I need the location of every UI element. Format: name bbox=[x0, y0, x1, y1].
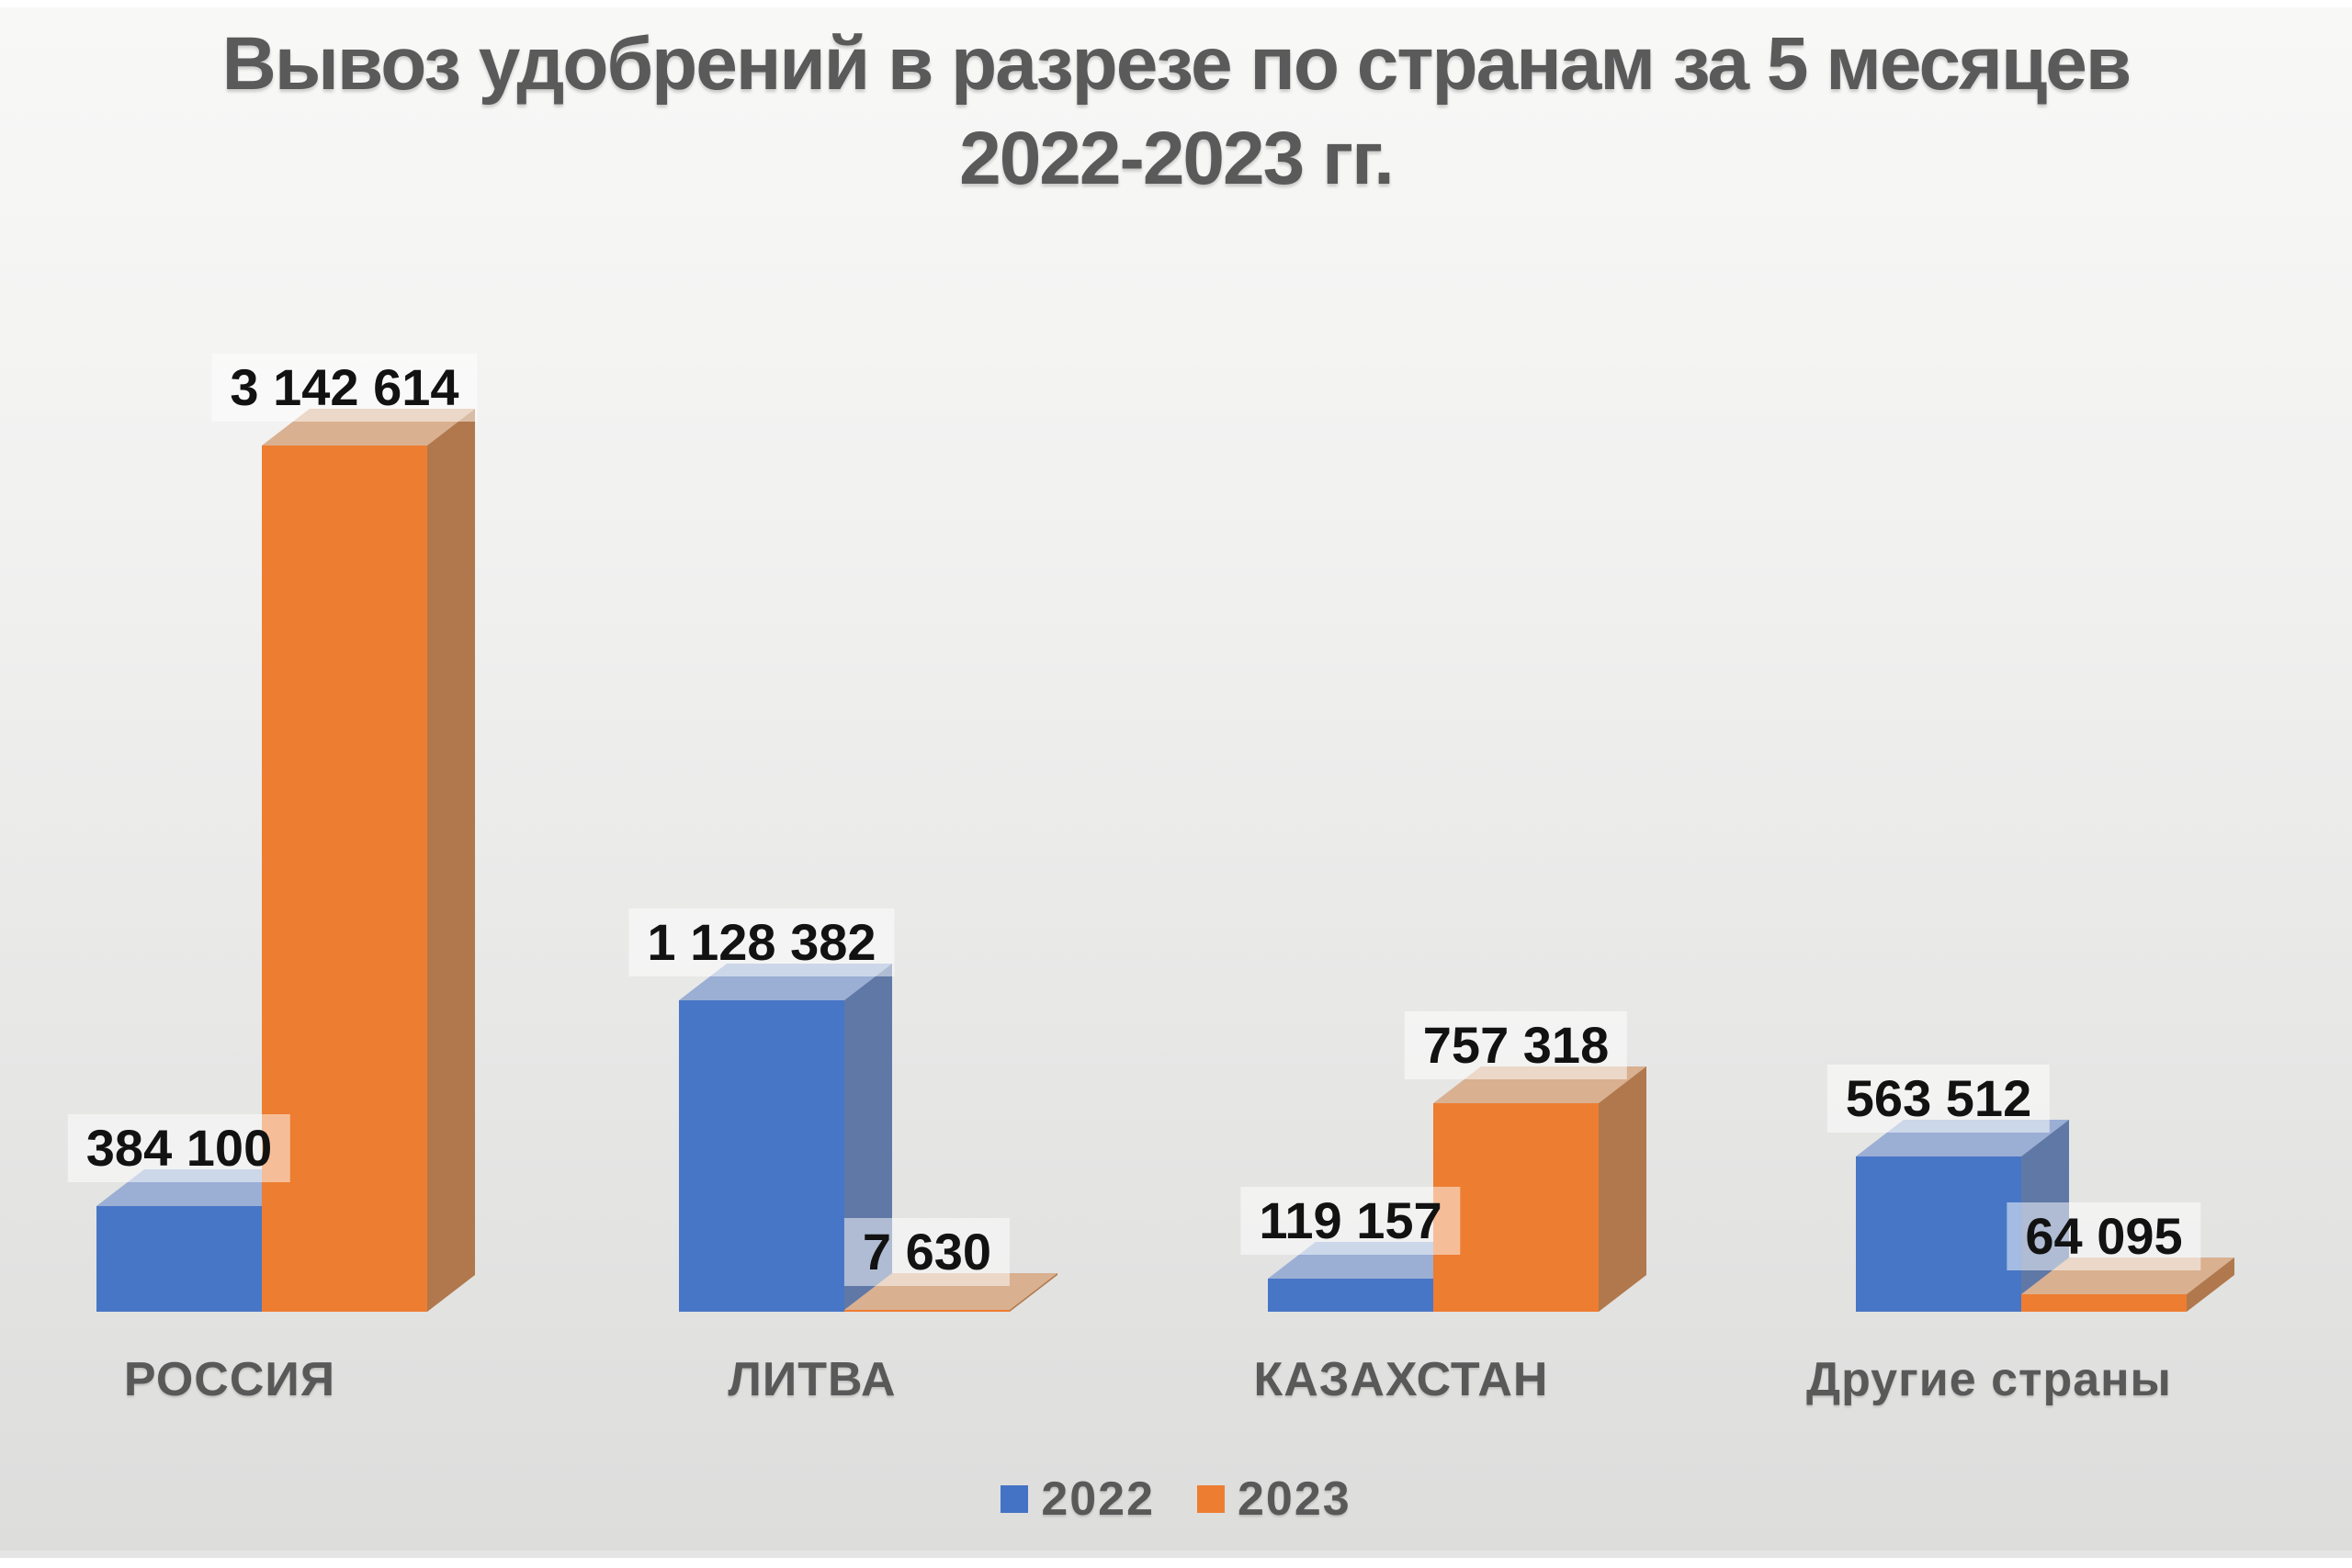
bar-front-face bbox=[2021, 1294, 2187, 1312]
category-label-3: Другие страны bbox=[1806, 1353, 2172, 1406]
value-label-2022-category-1: 1 128 382 bbox=[628, 908, 895, 976]
value-label-2022-category-0: 384 100 bbox=[67, 1114, 291, 1182]
bar-side-face bbox=[427, 409, 475, 1312]
chart-legend: 2022 2023 bbox=[0, 1472, 2352, 1527]
category-label-1: ЛИТВА bbox=[728, 1353, 897, 1406]
category-label-2: КАЗАХСТАН bbox=[1253, 1353, 1549, 1406]
value-label-2022-category-3: 563 512 bbox=[1826, 1065, 2051, 1133]
bar-front-face bbox=[1856, 1156, 2021, 1312]
value-label-2023-category-1: 7 630 bbox=[843, 1218, 1011, 1286]
legend-swatch-2022 bbox=[1001, 1485, 1029, 1513]
bar-side-face bbox=[1599, 1066, 1646, 1312]
legend-item-2022: 2022 bbox=[1001, 1472, 1155, 1527]
bar-front-face bbox=[679, 1000, 844, 1312]
legend-label-2023: 2023 bbox=[1238, 1472, 1351, 1526]
chart-title: Вывоз удобрений в разрезе по странам за … bbox=[0, 17, 2352, 207]
bar-front-face bbox=[96, 1206, 262, 1312]
legend-item-2023: 2023 bbox=[1197, 1472, 1351, 1527]
legend-swatch-2023 bbox=[1197, 1485, 1225, 1513]
bottom-border-line bbox=[0, 1551, 2352, 1558]
bar-front-face bbox=[1433, 1103, 1599, 1312]
bar-front-face bbox=[1268, 1279, 1433, 1312]
legend-label-2022: 2022 bbox=[1041, 1472, 1155, 1526]
bar-2023-category-2 bbox=[1433, 1066, 1646, 1312]
value-label-2022-category-2: 119 157 bbox=[1240, 1187, 1461, 1255]
value-label-2023-category-2: 757 318 bbox=[1404, 1011, 1628, 1079]
value-label-2023-category-0: 3 142 614 bbox=[211, 354, 478, 422]
chart-title-line2: 2022-2023 гг. bbox=[959, 117, 1395, 201]
bar-2023-category-0 bbox=[262, 409, 475, 1312]
category-label-0: РОССИЯ bbox=[123, 1353, 336, 1406]
chart-title-line1: Вывоз удобрений в разрезе по странам за … bbox=[221, 22, 2132, 106]
bar-front-face bbox=[844, 1310, 1010, 1312]
value-label-2023-category-3: 64 095 bbox=[2007, 1202, 2201, 1270]
